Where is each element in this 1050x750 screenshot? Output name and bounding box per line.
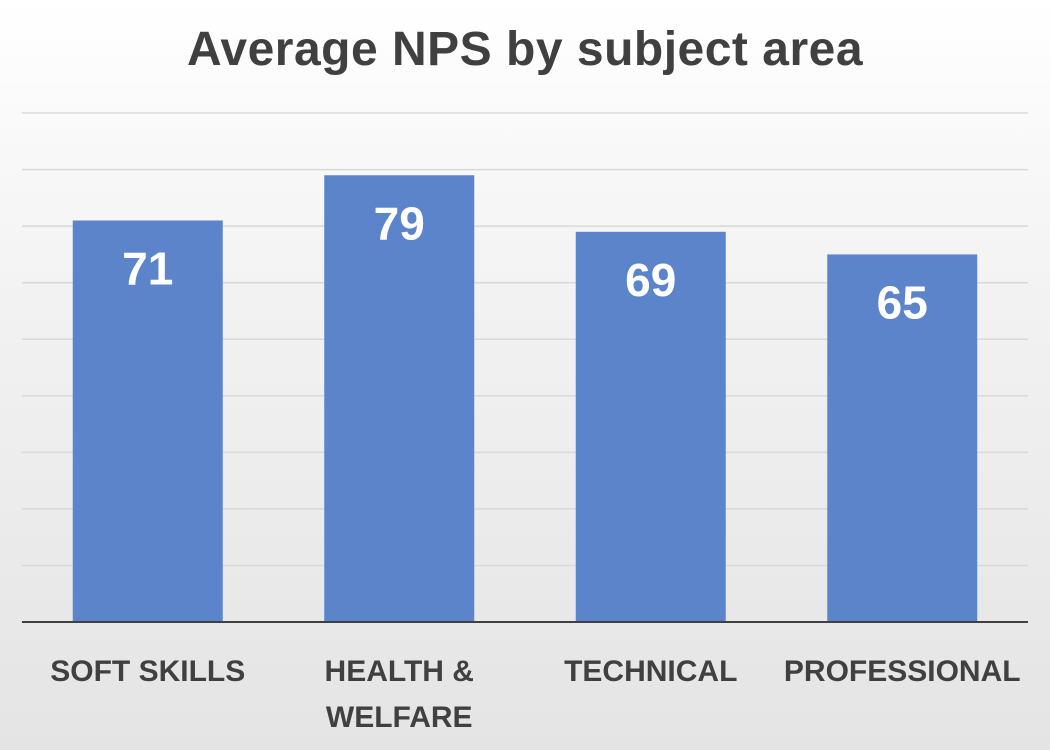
data-label: 69 xyxy=(625,254,676,306)
category-label: TECHNICAL xyxy=(564,655,737,688)
data-label: 79 xyxy=(374,197,425,249)
category-label: SOFT SKILLS xyxy=(50,655,245,688)
bars xyxy=(72,175,978,623)
category-label: HEALTH & xyxy=(325,655,474,688)
bar-soft-skills xyxy=(72,220,223,622)
bar-health-welfare xyxy=(324,175,475,622)
bar-professional xyxy=(827,254,978,623)
category-label: PROFESSIONAL xyxy=(784,655,1021,688)
bar-technical xyxy=(575,231,726,622)
category-labels: SOFT SKILLS HEALTH & WELFARE TECHNICAL PROFE… xyxy=(50,655,1020,734)
data-labels: 71 79 69 65 xyxy=(122,197,928,328)
data-label: 71 xyxy=(122,242,173,294)
category-label: WELFARE xyxy=(326,701,473,734)
data-label: 65 xyxy=(877,276,928,328)
chart-title: Average NPS by subject area xyxy=(186,23,864,76)
